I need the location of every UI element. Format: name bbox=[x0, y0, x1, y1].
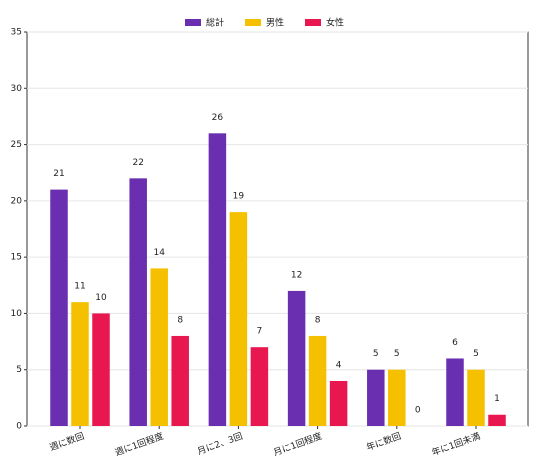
bar bbox=[150, 268, 168, 426]
y-tick-label: 10 bbox=[11, 309, 23, 319]
value-label: 4 bbox=[336, 360, 342, 370]
legend-swatch bbox=[185, 19, 201, 26]
legend-label: 女性 bbox=[326, 17, 344, 29]
value-label: 26 bbox=[212, 113, 224, 123]
value-label: 8 bbox=[315, 315, 321, 325]
x-tick-label: 月に2、3回 bbox=[196, 431, 244, 458]
value-label: 11 bbox=[74, 282, 85, 292]
x-tick-label: 週に1回程度 bbox=[113, 430, 165, 459]
value-label: 19 bbox=[233, 192, 245, 202]
y-tick-label: 20 bbox=[11, 196, 23, 206]
bar bbox=[71, 302, 89, 426]
value-label: 5 bbox=[394, 349, 400, 359]
value-label: 6 bbox=[452, 338, 458, 348]
bar bbox=[488, 414, 506, 426]
bar bbox=[329, 380, 348, 426]
x-tick-label: 年に1回未満 bbox=[430, 430, 482, 459]
bar bbox=[92, 313, 110, 426]
y-tick-label: 25 bbox=[11, 140, 22, 150]
y-tick-label: 5 bbox=[16, 365, 22, 375]
y-tick-label: 35 bbox=[11, 28, 22, 38]
bar bbox=[229, 212, 248, 426]
x-tick-label: 週に数回 bbox=[48, 430, 86, 454]
y-tick-label: 15 bbox=[11, 253, 22, 263]
legend-swatch bbox=[305, 19, 321, 26]
value-label: 5 bbox=[373, 349, 379, 359]
bar bbox=[208, 133, 227, 427]
value-label: 10 bbox=[95, 293, 107, 303]
value-label: 0 bbox=[415, 406, 421, 416]
x-tick-label: 年に数回 bbox=[365, 430, 403, 454]
bar bbox=[446, 358, 464, 426]
value-label: 5 bbox=[473, 349, 479, 359]
value-label: 14 bbox=[153, 248, 165, 258]
bar bbox=[50, 189, 68, 426]
x-tick-label: 月に1回程度 bbox=[272, 430, 324, 459]
bar bbox=[467, 369, 485, 426]
bar bbox=[129, 178, 147, 426]
bar bbox=[171, 335, 189, 426]
legend-swatch bbox=[245, 19, 261, 26]
legend-label: 総計 bbox=[206, 17, 224, 29]
bar bbox=[388, 369, 406, 426]
value-label: 8 bbox=[177, 315, 183, 325]
value-label: 7 bbox=[257, 327, 263, 337]
bar bbox=[250, 347, 269, 426]
value-label: 22 bbox=[132, 158, 143, 168]
legend-label: 男性 bbox=[266, 17, 284, 29]
y-tick-label: 30 bbox=[11, 84, 23, 94]
bar bbox=[287, 290, 306, 426]
value-label: 1 bbox=[494, 394, 500, 404]
value-label: 21 bbox=[53, 169, 64, 179]
value-label: 12 bbox=[291, 270, 302, 280]
y-tick-label: 0 bbox=[16, 422, 22, 432]
bar bbox=[367, 369, 385, 426]
bar bbox=[308, 335, 327, 426]
